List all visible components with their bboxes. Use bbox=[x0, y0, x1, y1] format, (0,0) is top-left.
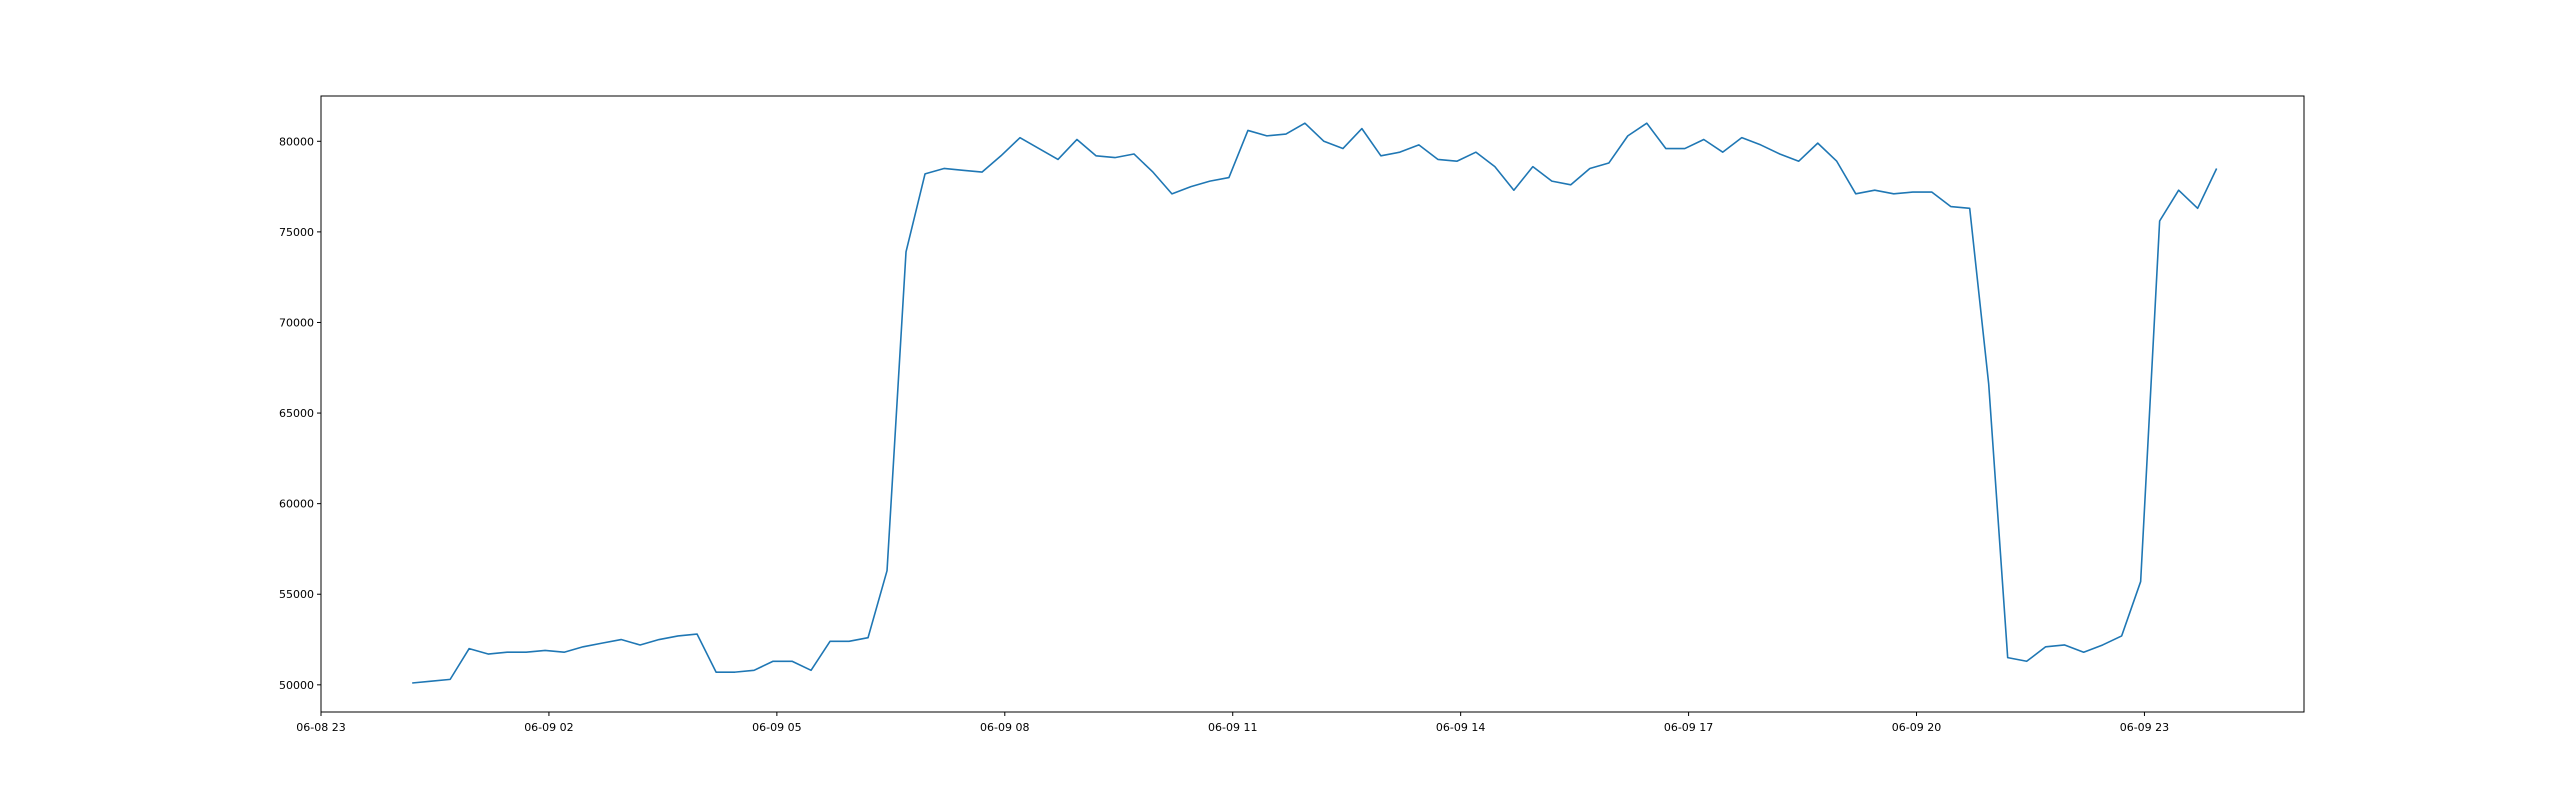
plot-area bbox=[412, 122, 2218, 684]
x-tick-label: 06-08 23 bbox=[296, 721, 345, 734]
x-tick-label: 06-09 14 bbox=[1436, 721, 1485, 734]
y-tick-label: 60000 bbox=[279, 498, 314, 511]
x-tick-label: 06-09 02 bbox=[524, 721, 573, 734]
y-tick-label: 50000 bbox=[279, 679, 314, 692]
y-tick-label: 55000 bbox=[279, 588, 314, 601]
x-tick-label: 06-09 05 bbox=[752, 721, 801, 734]
y-tick-label: 80000 bbox=[279, 135, 314, 148]
y-axis: 50000 55000 60000 65000 70000 75000 80000 bbox=[279, 135, 321, 692]
y-tick-label: 75000 bbox=[279, 226, 314, 239]
x-tick-label: 06-09 23 bbox=[2120, 721, 2169, 734]
series-line bbox=[412, 122, 2218, 684]
y-tick-label: 70000 bbox=[279, 316, 314, 329]
plot-frame bbox=[320, 95, 2305, 713]
x-tick-label: 06-09 20 bbox=[1892, 721, 1941, 734]
x-tick-label: 06-09 11 bbox=[1208, 721, 1257, 734]
x-axis: 06-08 23 06-09 02 06-09 05 06-09 08 06-09 11… bbox=[296, 712, 2169, 734]
x-tick-label: 06-09 17 bbox=[1664, 721, 1713, 734]
y-tick-label: 65000 bbox=[279, 407, 314, 420]
x-tick-label: 06-09 08 bbox=[980, 721, 1029, 734]
